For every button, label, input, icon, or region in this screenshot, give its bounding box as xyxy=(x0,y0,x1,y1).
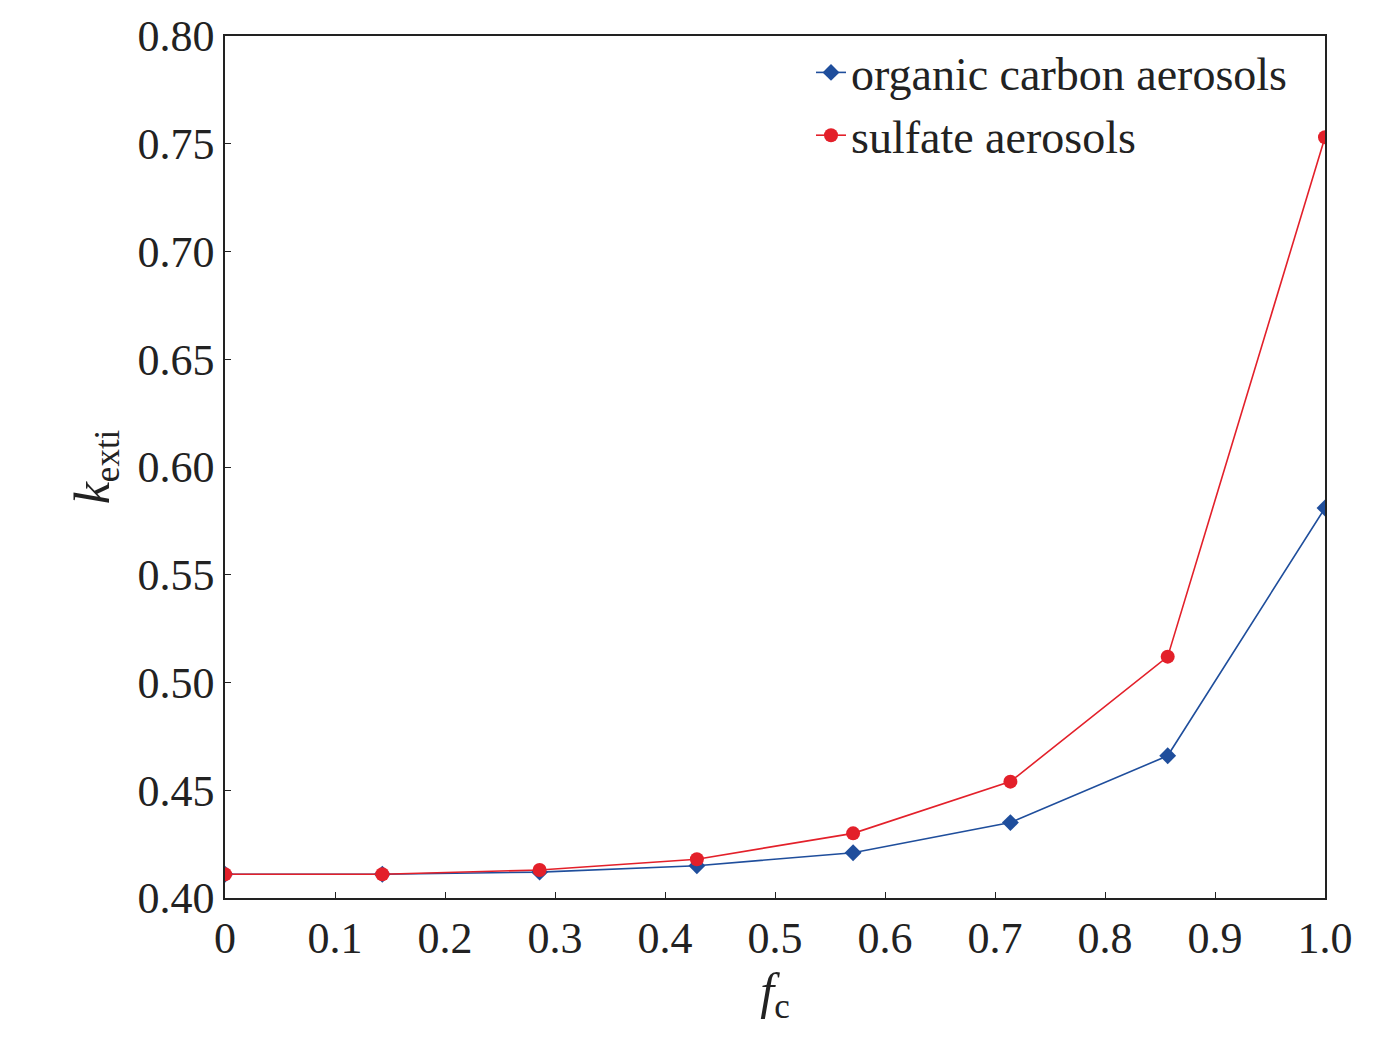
svg-text:0.9: 0.9 xyxy=(1188,914,1243,963)
svg-text:0: 0 xyxy=(214,914,236,963)
svg-text:0.55: 0.55 xyxy=(137,551,214,600)
svg-text:0.45: 0.45 xyxy=(137,767,214,816)
svg-text:0.2: 0.2 xyxy=(418,914,473,963)
svg-text:0.8: 0.8 xyxy=(1078,914,1133,963)
svg-text:0.75: 0.75 xyxy=(137,120,214,169)
svg-text:k​exti​: k​exti​ xyxy=(64,429,128,504)
svg-text:0.7: 0.7 xyxy=(968,914,1023,963)
svg-text:0.5: 0.5 xyxy=(748,914,803,963)
svg-text:sulfate aerosols: sulfate aerosols xyxy=(851,112,1136,163)
svg-text:0.70: 0.70 xyxy=(137,228,214,277)
svg-text:0.3: 0.3 xyxy=(528,914,583,963)
svg-text:0.65: 0.65 xyxy=(137,336,214,385)
svg-text:0.50: 0.50 xyxy=(137,659,214,708)
svg-text:0.80: 0.80 xyxy=(137,12,214,61)
svg-text:f​c​: f​c​ xyxy=(760,963,789,1027)
svg-text:organic carbon aerosols: organic carbon aerosols xyxy=(851,49,1287,100)
svg-text:0.60: 0.60 xyxy=(137,443,214,492)
svg-text:0.4: 0.4 xyxy=(638,914,693,963)
svg-text:0.6: 0.6 xyxy=(858,914,913,963)
svg-text:1.0: 1.0 xyxy=(1298,914,1353,963)
svg-text:0.40: 0.40 xyxy=(137,874,214,923)
svg-text:0.1: 0.1 xyxy=(308,914,363,963)
